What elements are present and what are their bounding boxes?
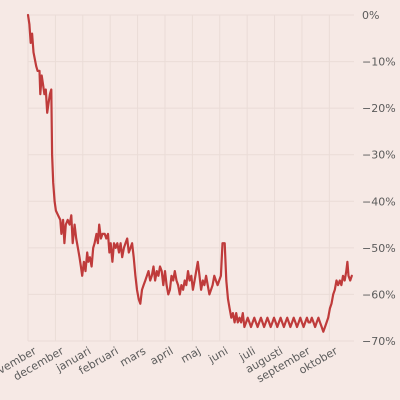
y-tick-label: −10% [362, 56, 396, 69]
x-tick-label: mars [118, 344, 149, 369]
y-tick-label: −30% [362, 149, 396, 162]
x-tick-label: juni [206, 344, 231, 366]
y-tick-label: −40% [362, 195, 396, 208]
series-line [26, 13, 353, 333]
series-group [26, 13, 353, 333]
x-tick-label: april [148, 344, 176, 367]
y-tick-label: −50% [362, 242, 396, 255]
y-tick-label: −60% [362, 288, 396, 301]
y-tick-label: −20% [362, 102, 396, 115]
y-tick-label: 0% [362, 9, 379, 22]
y-tick-label: −70% [362, 335, 396, 348]
y-axis: 0% −10% −20% −30% −40% −50% −60% −70% [362, 9, 396, 348]
x-tick-label: maj [179, 344, 203, 366]
grid [27, 14, 354, 342]
